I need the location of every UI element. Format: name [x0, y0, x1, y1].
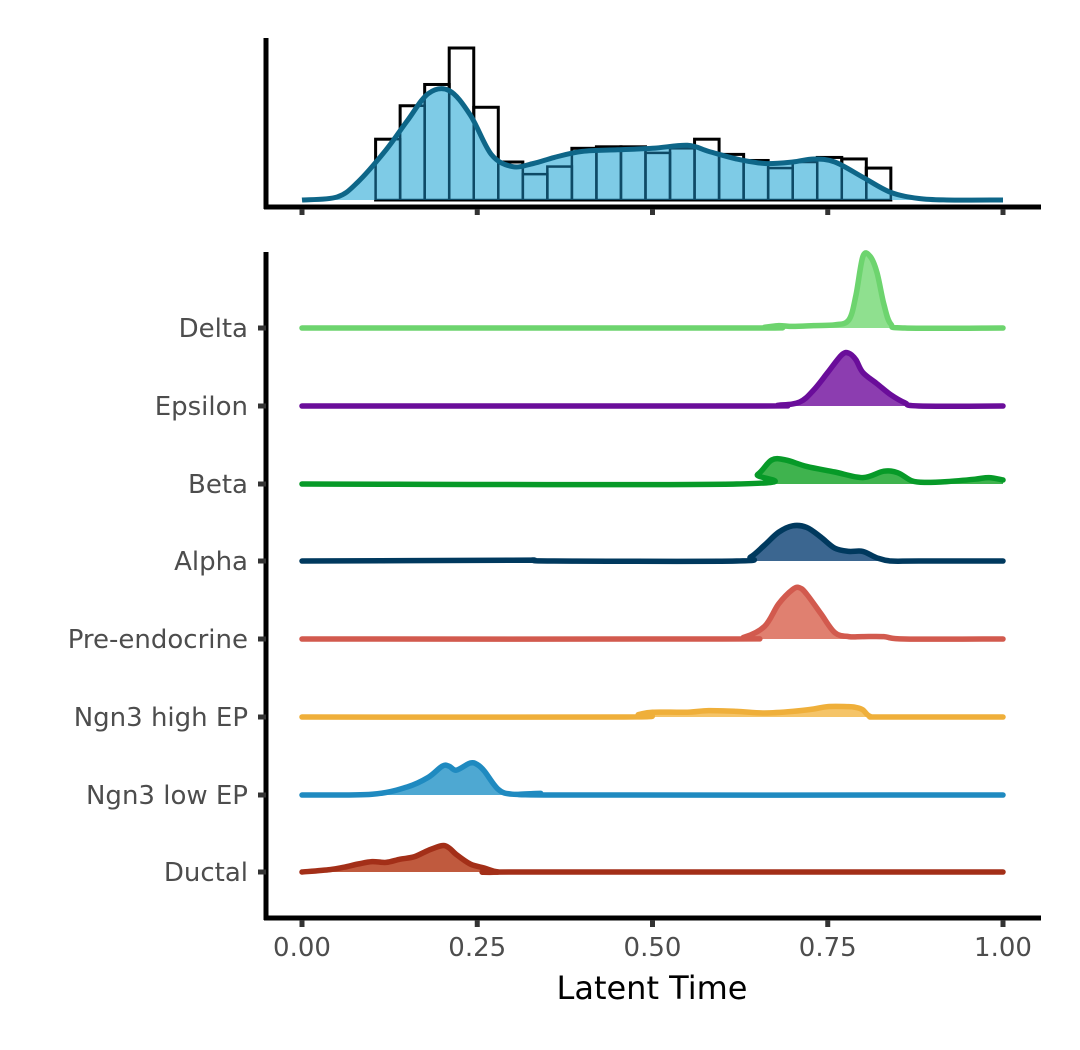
ridge-line: [299, 584, 1006, 642]
x-tick-label: 1.00: [974, 933, 1032, 963]
y-tick-label: Ngn3 high EP: [74, 703, 248, 733]
ridge-line: [299, 455, 1006, 488]
x-tick-label: 0.00: [273, 933, 331, 963]
y-tick-label: Ductal: [164, 858, 248, 888]
ridge-fill: [302, 352, 1003, 407]
ridge-delta: [299, 250, 1006, 332]
ridge-beta: [299, 455, 1006, 488]
y-tick-label: Pre-endocrine: [68, 625, 248, 655]
ridge-line: [299, 703, 1006, 720]
y-tick-label: Delta: [179, 314, 248, 344]
ridge-pre-endocrine: [299, 584, 1006, 642]
ridge-line: [299, 250, 1006, 332]
ridge-fill: [302, 252, 1003, 329]
ridge-ductal: [299, 842, 1006, 876]
ridge-alpha: [299, 522, 1006, 565]
x-tick-label: 0.50: [624, 933, 682, 963]
ridge-fill: [302, 458, 1003, 485]
ridge-epsilon: [299, 349, 1006, 409]
y-tick-label: Alpha: [174, 547, 248, 577]
histogram-density-fill: [302, 88, 1003, 201]
ridge-line: [299, 349, 1006, 409]
x-axis-title: Latent Time: [557, 969, 748, 1007]
histogram-x-ticks: [299, 209, 1006, 215]
x-tick-label: 0.25: [448, 933, 506, 963]
histogram-density: [301, 86, 1004, 203]
ridge-line: [299, 842, 1006, 876]
y-tick-label: Epsilon: [155, 392, 248, 422]
y-tick-label: Ngn3 low EP: [86, 781, 248, 811]
y-tick-label: Beta: [188, 470, 248, 500]
ridge-fill: [302, 762, 1003, 796]
histogram-panel: [263, 38, 1041, 215]
ridge-fill: [302, 845, 1003, 873]
ridgeline-y-ticks: Delta Epsilon Beta Alpha Pre-endocrine Ngn3 h…: [68, 314, 266, 888]
ridgeline-x-ticks: 0.00 0.25 0.50 0.75 1.00: [273, 920, 1032, 963]
histogram-density-line: [301, 86, 1004, 203]
ridge-ngn3-low-ep: [299, 759, 1006, 798]
ridge-ngn3-high-ep: [299, 703, 1006, 720]
ridgeline-panel: Delta Epsilon Beta Alpha Pre-endocrine Ngn3 h…: [68, 250, 1041, 1007]
x-tick-label: 0.75: [799, 933, 857, 963]
ridge-fill: [302, 525, 1003, 562]
ridge-fill: [302, 587, 1003, 640]
ridge-line: [299, 522, 1006, 565]
ridge-line: [299, 759, 1006, 798]
ridgeline-series: [299, 250, 1006, 876]
